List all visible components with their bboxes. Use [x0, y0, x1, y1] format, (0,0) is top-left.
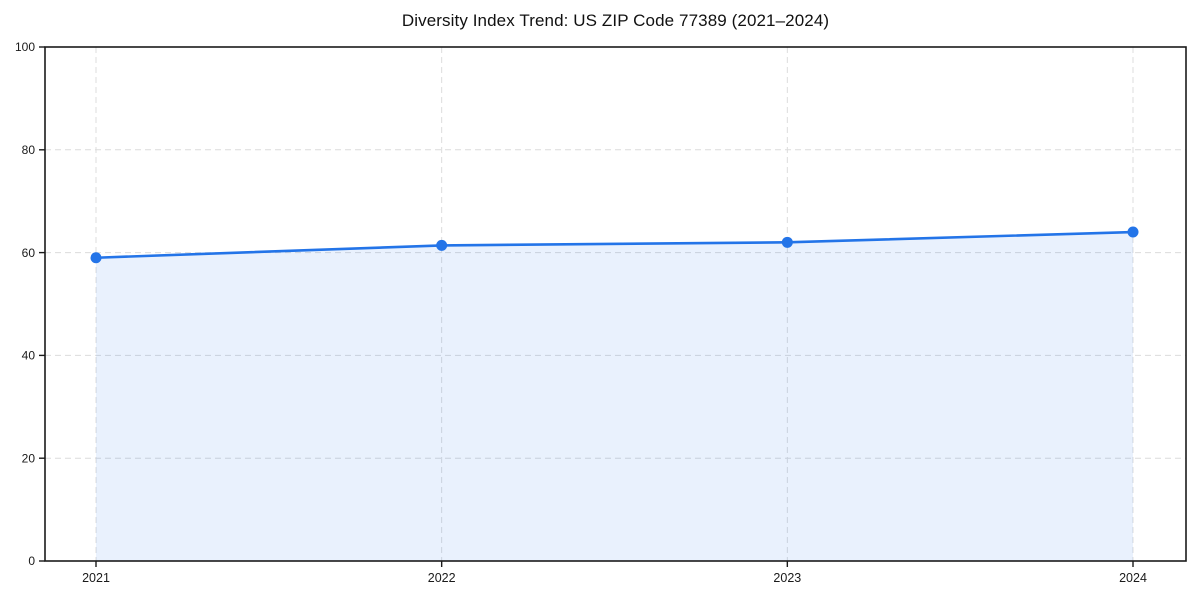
- chart-title: Diversity Index Trend: US ZIP Code 77389…: [401, 11, 830, 30]
- y-tick-label: 100: [15, 40, 35, 54]
- plot-frame: [44, 46, 1187, 562]
- data-point: [1127, 226, 1139, 238]
- data-point: [436, 239, 448, 251]
- data-point: [781, 236, 793, 248]
- data-point: [90, 252, 102, 264]
- y-tick-label: 20: [22, 451, 36, 465]
- x-tick-label: 2022: [428, 571, 456, 585]
- y-tick-label: 0: [28, 554, 35, 568]
- x-tick-label: 2024: [1119, 571, 1147, 585]
- x-tick-label: 2023: [773, 571, 801, 585]
- series-line: [94, 230, 1135, 260]
- y-tick-label: 60: [22, 246, 36, 260]
- x-tick-label: 2021: [82, 571, 110, 585]
- y-tick-label: 80: [22, 143, 36, 157]
- y-tick-label: 40: [22, 349, 36, 363]
- series-area-fill: [96, 232, 1133, 562]
